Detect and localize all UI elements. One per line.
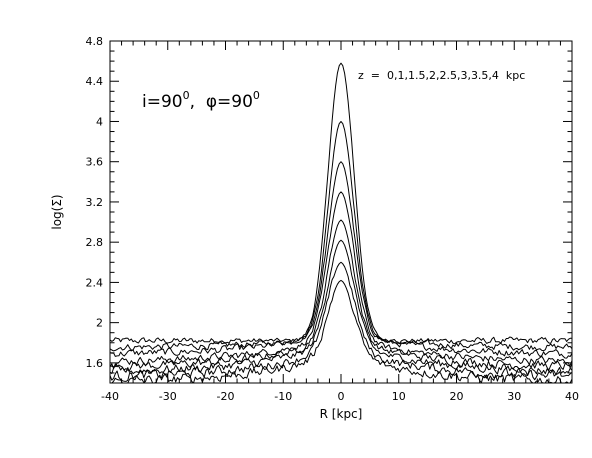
y-axis-label: log(Σ) xyxy=(50,194,64,229)
y-tick-label: 1.6 xyxy=(86,357,104,370)
series-line xyxy=(109,161,573,359)
x-tick-label: -20 xyxy=(217,390,235,403)
inclination-phi: φ=90 xyxy=(206,92,253,112)
series-line xyxy=(109,62,573,345)
series-line xyxy=(109,191,573,368)
inclination-annotation: i=900, φ=900 xyxy=(142,89,260,112)
x-tick-label: 20 xyxy=(450,390,464,403)
series-line xyxy=(110,279,573,384)
chart-curves xyxy=(109,62,573,384)
x-tick-labels: -40 -30 -20 -10 0 10 20 30 40 xyxy=(101,390,579,403)
x-tick-label: 40 xyxy=(565,390,579,403)
y-tick-label: 4 xyxy=(96,115,103,128)
y-tick-label: 4.8 xyxy=(86,35,104,48)
inclination-i: i=90 xyxy=(142,92,183,112)
inclination-i-sup: 0 xyxy=(183,89,190,102)
y-tick-label: 3.6 xyxy=(86,156,104,169)
y-tick-labels: 1.6 2 2.4 2.8 3.2 3.6 4 4.4 4.8 xyxy=(86,35,104,370)
x-tick-label: 30 xyxy=(507,390,521,403)
x-axis-label: R [kpc] xyxy=(320,407,363,421)
y-tick-label: 4.4 xyxy=(86,75,104,88)
x-tick-label: -30 xyxy=(159,390,177,403)
series-line xyxy=(109,239,573,376)
x-tick-label: 10 xyxy=(392,390,406,403)
inclination-phi-sup: 0 xyxy=(253,89,260,102)
x-tick-label: 0 xyxy=(338,390,345,403)
y-tick-label: 2 xyxy=(96,317,103,330)
y-tick-label: 3.2 xyxy=(86,196,104,209)
y-tick-label: 2.8 xyxy=(86,236,104,249)
x-tick-label: -10 xyxy=(274,390,292,403)
y-tick-label: 2.4 xyxy=(86,276,104,289)
z-annotation: z = 0,1,1.5,2,2.5,3,3.5,4 kpc xyxy=(358,69,525,82)
inclination-sep: , xyxy=(190,92,206,112)
series-line xyxy=(109,121,573,352)
axis-ticks xyxy=(109,40,573,384)
series-line xyxy=(109,219,573,371)
x-tick-label: -40 xyxy=(101,390,119,403)
